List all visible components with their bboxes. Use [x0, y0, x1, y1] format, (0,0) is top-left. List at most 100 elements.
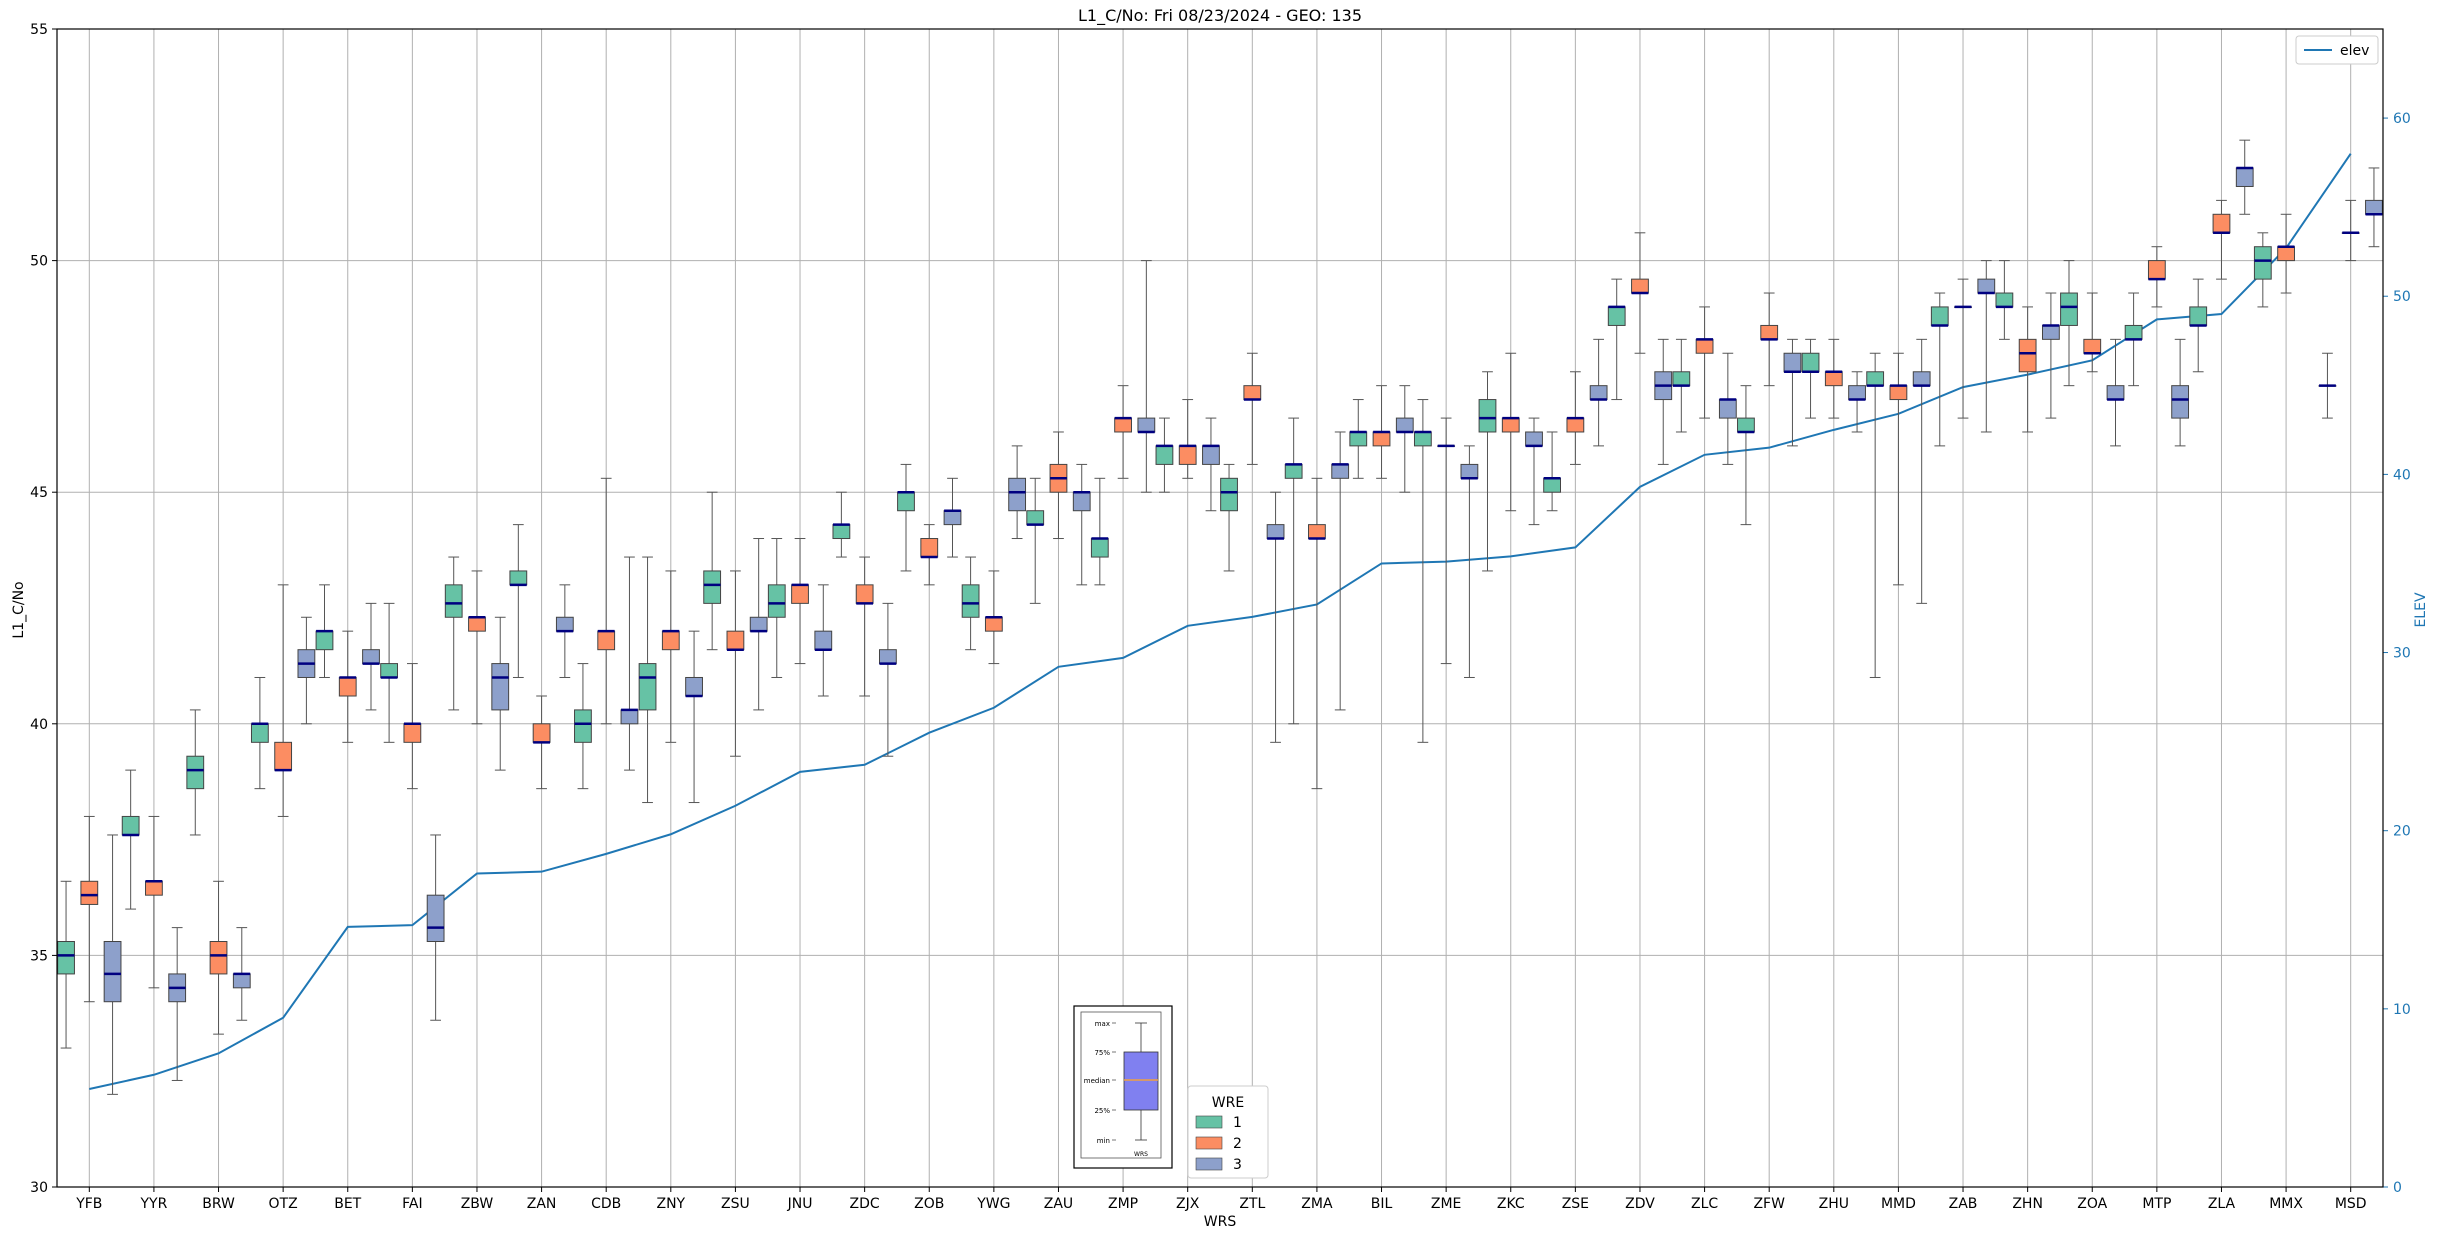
x-tick-label: ZME: [1431, 1196, 1462, 1212]
box-iqr: [1930, 306, 1949, 326]
box-zny-wre1: [638, 556, 657, 804]
box-iqr: [426, 894, 445, 943]
wre-legend: WRE 1 2 3: [1187, 1085, 1269, 1179]
box-iqr: [1672, 371, 1691, 387]
box-ztl-wre2: [1243, 352, 1262, 465]
elevation-line: [89, 153, 2352, 1090]
x-tick-label: ZAU: [1044, 1196, 1073, 1212]
box-iqr: [1783, 352, 1802, 373]
inset-inner-frame: [1080, 1011, 1162, 1159]
box-iqr: [1566, 417, 1585, 433]
x-tick-label: ZHU: [1819, 1196, 1849, 1212]
box-iqr: [638, 663, 657, 711]
y2-tick-label: 0: [2393, 1180, 2402, 1196]
box-iqr: [1220, 477, 1238, 512]
wre-legend-label: 2: [1233, 1136, 1242, 1152]
box-mtp-wre2: [2147, 246, 2166, 308]
box-iqr: [250, 723, 269, 743]
box-zkc-wre3: [1525, 417, 1543, 526]
y-tick-label: 30: [30, 1180, 48, 1196]
box-iqr: [2171, 385, 2190, 419]
box-iqr: [1889, 385, 1908, 401]
y2-tick-label: 10: [2393, 1002, 2411, 1018]
box-mmd-wre1: [1866, 352, 1885, 678]
x-tick-label: MSD: [2335, 1196, 2367, 1212]
box-jnu-wre1: [767, 538, 786, 678]
box-iqr: [57, 941, 75, 975]
box-iqr: [1026, 510, 1045, 526]
box-iqr: [1525, 431, 1543, 447]
box-zdc-wre1: [832, 491, 851, 558]
box-zla-wre3: [2235, 139, 2254, 215]
box-iqr: [2018, 338, 2037, 373]
box-iqr: [509, 570, 528, 586]
x-tick-label: OTZ: [269, 1196, 298, 1212]
box-iqr: [2041, 324, 2060, 340]
x-tick-label: ZFW: [1753, 1196, 1785, 1212]
box-iqr: [362, 649, 380, 665]
box-zob-wre3: [943, 477, 962, 558]
box-bet-wre1: [315, 584, 334, 678]
inset-label: max: [1095, 1020, 1110, 1028]
wre-legend-label: 1: [1233, 1115, 1242, 1131]
boxplot-inset-legend: max 75% median 25% min WRS: [1073, 1005, 1173, 1169]
box-iqr: [574, 709, 592, 743]
box-iqr: [555, 616, 574, 632]
box-iqr: [1413, 431, 1432, 447]
box-zkc-wre2: [1501, 352, 1520, 512]
box-iqr: [2235, 167, 2254, 187]
box-zsu-wre1: [703, 491, 722, 651]
box-iqr: [661, 630, 680, 651]
box-iqr: [2365, 199, 2383, 215]
box-ywg-wre2: [984, 570, 1003, 665]
box-zhu-wre2: [1824, 338, 1843, 419]
box-iqr: [209, 941, 228, 975]
box-msd-wre2: [2341, 199, 2360, 262]
box-zlc-wre2: [1695, 306, 1714, 419]
x-tick-label: ZMA: [1301, 1196, 1333, 1212]
box-iqr: [403, 723, 422, 743]
box-mtp-wre1: [2124, 292, 2143, 387]
box-iqr: [1308, 524, 1326, 540]
inset-label: 25%: [1094, 1107, 1110, 1115]
box-yfb-wre1: [57, 880, 75, 1049]
box-otz-wre1: [250, 676, 269, 790]
box-iqr: [984, 616, 1003, 632]
box-brw-wre3: [232, 927, 251, 1021]
box-zfw-wre2: [1760, 292, 1779, 387]
box-iqr: [2147, 260, 2166, 280]
box-iqr: [1737, 417, 1755, 433]
box-iqr: [491, 663, 510, 711]
box-iqr: [186, 755, 205, 790]
box-iqr: [1848, 385, 1866, 401]
box-zob-wre1: [897, 463, 915, 572]
box-yfb-wre2: [80, 815, 99, 1003]
box-zmp-wre1: [1090, 477, 1109, 586]
box-iqr: [597, 630, 616, 651]
box-zhu-wre1: [1801, 338, 1820, 419]
box-iqr: [380, 663, 399, 678]
box-iqr: [620, 709, 639, 725]
box-msd-wre3: [2365, 167, 2383, 248]
box-zme-wre2: [1437, 417, 1456, 665]
box-yyr-wre3: [168, 927, 187, 1081]
box-zdc-wre2: [855, 556, 874, 697]
box-brw-wre1: [186, 709, 205, 836]
box-mtp-wre3: [2171, 338, 2190, 447]
x-tick-label: MMX: [2269, 1196, 2303, 1212]
box-mmd-wre2: [1889, 352, 1908, 586]
y-tick-label: 55: [30, 22, 48, 38]
box-bil-wre1: [1349, 399, 1368, 479]
box-zau-wre2: [1049, 431, 1068, 540]
y-axis-label: L1_C/No: [11, 581, 27, 638]
box-brw-wre2: [209, 880, 228, 1035]
box-zla-wre2: [2212, 199, 2231, 280]
box-yyr-wre1: [121, 769, 140, 910]
box-jnu-wre3: [814, 584, 833, 697]
box-zmp-wre3: [1137, 260, 1156, 493]
legends: elev WRE 1 2 3 max 75% median 25% min WRS: [1073, 35, 2379, 1179]
wre-legend-swatch: [1195, 1157, 1223, 1171]
x-tick-label: ZMP: [1108, 1196, 1138, 1212]
box-iqr: [791, 584, 809, 604]
